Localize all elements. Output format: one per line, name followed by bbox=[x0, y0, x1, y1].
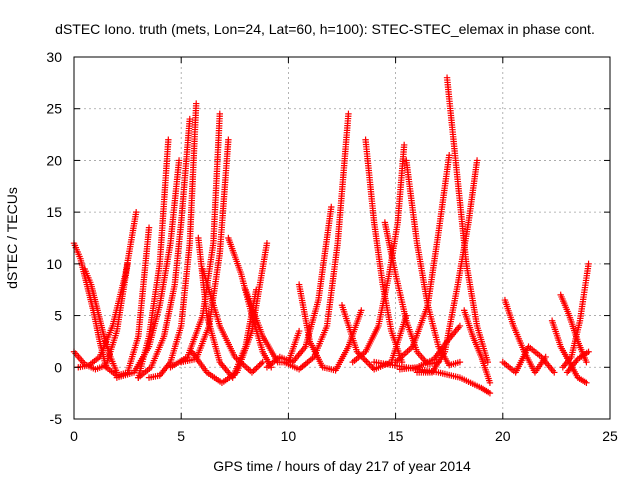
data-series bbox=[225, 234, 275, 371]
y-tick-label: 0 bbox=[54, 359, 62, 375]
data-series bbox=[349, 141, 408, 366]
data-point bbox=[250, 367, 257, 375]
data-point bbox=[132, 208, 140, 216]
data-series bbox=[392, 152, 453, 366]
data-point bbox=[251, 366, 259, 373]
chart-title: dSTEC Iono. truth (mets, Lon=24, Lat=60,… bbox=[55, 21, 595, 37]
y-tick-label: 20 bbox=[46, 152, 62, 168]
data-series bbox=[499, 343, 558, 376]
data-series bbox=[280, 110, 352, 373]
data-series bbox=[501, 296, 549, 376]
axis-ticks bbox=[73, 56, 611, 420]
data-point bbox=[145, 224, 153, 231]
y-tick-label: 10 bbox=[46, 256, 62, 272]
data-point bbox=[473, 157, 481, 164]
data-series bbox=[102, 224, 153, 379]
y-tick-label: 15 bbox=[46, 204, 62, 220]
data-point bbox=[263, 239, 271, 247]
x-tick-label: 25 bbox=[602, 428, 618, 444]
data-point bbox=[486, 389, 494, 397]
data-point bbox=[585, 348, 592, 355]
data-point bbox=[456, 322, 464, 330]
y-tick-labels: -5 0 5 10 15 20 25 30 bbox=[46, 49, 62, 427]
data-point bbox=[456, 358, 464, 366]
data-point bbox=[216, 110, 223, 118]
data-point bbox=[256, 361, 263, 369]
data-point bbox=[364, 359, 372, 367]
data-series bbox=[135, 136, 172, 381]
data-point bbox=[400, 141, 408, 149]
data-series bbox=[461, 307, 494, 386]
data-point bbox=[358, 307, 365, 314]
y-tick-label: -5 bbox=[50, 411, 63, 427]
data-point bbox=[583, 358, 590, 366]
data-series bbox=[563, 348, 592, 376]
data-point bbox=[225, 136, 232, 143]
data-point bbox=[257, 360, 265, 367]
y-tick-label: 5 bbox=[54, 308, 62, 324]
x-axis-label: GPS time / hours of day 217 of year 2014 bbox=[213, 458, 471, 474]
data-point bbox=[345, 110, 352, 118]
y-axis-label: dSTEC / TECUs bbox=[4, 187, 20, 289]
x-tick-label: 0 bbox=[70, 428, 78, 444]
data-point bbox=[328, 203, 335, 211]
data-point bbox=[193, 100, 200, 107]
data-point bbox=[369, 364, 376, 371]
data-series bbox=[75, 208, 140, 371]
x-tick-label: 15 bbox=[388, 428, 404, 444]
data-series bbox=[381, 219, 442, 368]
data-series bbox=[135, 115, 193, 381]
x-tick-labels: 0 5 10 15 20 25 bbox=[70, 428, 618, 444]
data-point bbox=[363, 358, 370, 365]
data-series bbox=[362, 136, 406, 366]
data-point bbox=[583, 379, 590, 386]
x-tick-label: 10 bbox=[281, 428, 297, 444]
data-series bbox=[81, 265, 121, 376]
grid-layer bbox=[74, 57, 610, 419]
data-marks bbox=[70, 74, 592, 397]
data-point bbox=[254, 363, 262, 370]
data-point bbox=[253, 364, 260, 372]
x-tick-label: 5 bbox=[177, 428, 185, 444]
data-series bbox=[167, 110, 223, 371]
data-series bbox=[443, 74, 491, 366]
data-point bbox=[446, 152, 453, 159]
data-point bbox=[165, 136, 172, 143]
data-point bbox=[486, 379, 494, 386]
data-point bbox=[585, 260, 592, 268]
plot-frame bbox=[73, 56, 611, 420]
data-point bbox=[259, 358, 266, 366]
x-tick-label: 20 bbox=[495, 428, 511, 444]
data-series bbox=[396, 322, 464, 373]
y-tick-label: 30 bbox=[46, 49, 62, 65]
data-series bbox=[199, 265, 266, 376]
data-series bbox=[559, 260, 592, 371]
data-point bbox=[551, 369, 558, 376]
data-series bbox=[145, 100, 200, 381]
data-point bbox=[175, 157, 183, 164]
data-point bbox=[295, 327, 303, 335]
data-point bbox=[248, 369, 256, 376]
data-point bbox=[186, 115, 193, 123]
data-point bbox=[484, 358, 491, 366]
data-point bbox=[361, 356, 369, 363]
y-tick-label: 25 bbox=[46, 101, 62, 117]
